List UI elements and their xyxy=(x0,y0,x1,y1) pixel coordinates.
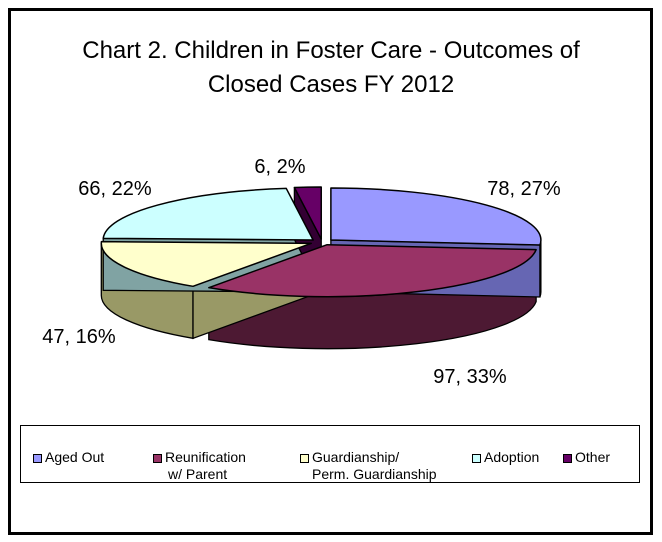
legend-label-reunification: Reunification w/ Parent xyxy=(165,449,246,483)
legend-swatch-guardianship xyxy=(300,454,309,463)
slice-other xyxy=(293,186,322,240)
slice-adoption xyxy=(102,187,314,241)
legend-swatch-aged-out xyxy=(33,454,42,463)
chart-title: Chart 2. Children in Foster Care - Outco… xyxy=(0,34,662,102)
chart-legend: Aged Out Reunification w/ Parent Guardia… xyxy=(20,425,640,483)
slice-guardianship xyxy=(100,240,313,288)
data-labels: 78, 27% 97, 33% 47, 16% 66, 22% 6, 2% xyxy=(42,156,561,388)
legend-label-guardianship-line-1: Guardianship/ xyxy=(312,449,400,465)
legend-label-guardianship-line-2: Perm. Guardianship xyxy=(312,466,437,482)
data-label-other: 6, 2% xyxy=(254,156,305,178)
legend-swatch-adoption xyxy=(472,454,481,463)
data-label-guardianship: 47, 16% xyxy=(42,326,116,348)
pie-slices xyxy=(100,186,542,298)
data-label-reunification: 97, 33% xyxy=(433,366,507,388)
slice-aged-out xyxy=(330,187,542,246)
legend-swatch-reunification xyxy=(153,454,162,463)
chart-title-line-1: Chart 2. Children in Foster Care - Outco… xyxy=(82,37,580,64)
legend-swatch-other xyxy=(563,454,572,463)
data-label-aged-out: 78, 27% xyxy=(487,178,561,200)
legend-label-other: Other xyxy=(575,449,611,465)
legend-label-aged-out: Aged Out xyxy=(45,449,105,465)
slice-reunification xyxy=(208,243,537,298)
legend-label-reunification-line-1: Reunification xyxy=(165,449,246,465)
legend-label-reunification-line-2: w/ Parent xyxy=(168,466,228,482)
legend-label-guardianship: Guardianship/ Perm. Guardianship xyxy=(312,449,437,483)
data-label-adoption: 66, 22% xyxy=(78,178,152,200)
chart-title-line-2: Closed Cases FY 2012 xyxy=(207,71,455,98)
legend-label-adoption: Adoption xyxy=(484,449,540,465)
